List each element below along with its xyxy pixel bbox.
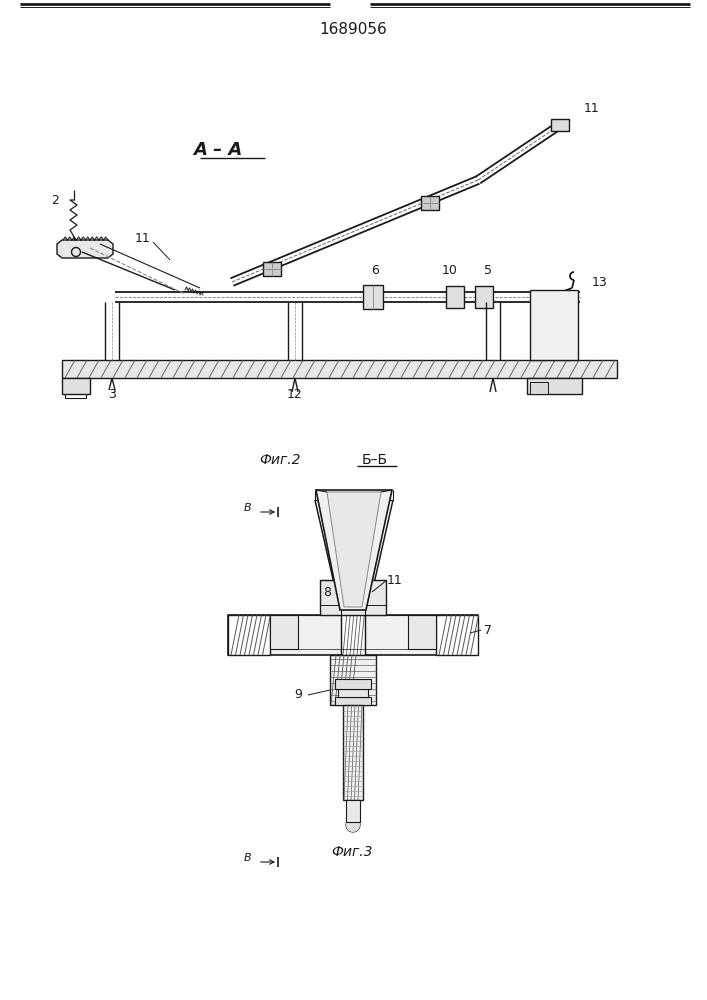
Polygon shape — [316, 490, 392, 610]
Text: 11: 11 — [135, 232, 151, 244]
Bar — [530, 382, 548, 394]
Text: 10: 10 — [442, 263, 458, 276]
Text: В: В — [244, 503, 252, 513]
Bar — [62, 378, 90, 394]
Polygon shape — [327, 492, 381, 607]
Bar — [421, 196, 439, 210]
Text: 11: 11 — [584, 102, 600, 114]
Circle shape — [346, 818, 360, 832]
Polygon shape — [57, 240, 113, 258]
Text: 5: 5 — [484, 263, 492, 276]
Bar — [270, 615, 298, 649]
Text: 12: 12 — [287, 388, 303, 401]
Bar — [320, 580, 386, 615]
Bar — [363, 285, 383, 309]
Bar — [228, 615, 270, 655]
Bar — [343, 705, 363, 800]
Text: Фиг.2: Фиг.2 — [259, 453, 300, 467]
Text: Б–Б: Б–Б — [362, 453, 388, 467]
Bar — [341, 590, 365, 655]
Text: 9: 9 — [294, 688, 302, 702]
Text: 6: 6 — [371, 263, 379, 276]
Text: В: В — [244, 853, 252, 863]
Bar — [408, 615, 436, 649]
Bar — [263, 262, 281, 276]
Text: 8: 8 — [323, 586, 331, 599]
Text: А – А: А – А — [194, 141, 243, 159]
Bar — [551, 119, 569, 131]
Bar — [335, 679, 371, 689]
Bar — [530, 290, 578, 360]
Bar — [346, 800, 360, 822]
Text: 3: 3 — [108, 388, 116, 401]
Text: 2: 2 — [51, 194, 59, 207]
Text: Фиг.3: Фиг.3 — [332, 845, 373, 859]
Text: 13: 13 — [592, 275, 608, 288]
Text: 7: 7 — [484, 624, 492, 637]
Bar — [436, 615, 478, 655]
Bar — [338, 689, 368, 697]
Bar — [62, 360, 617, 378]
Bar — [475, 286, 493, 308]
Bar — [228, 615, 478, 655]
Bar — [527, 378, 582, 394]
Text: 11: 11 — [387, 574, 403, 586]
Bar — [335, 697, 371, 705]
Bar — [446, 286, 464, 308]
Bar — [330, 655, 376, 705]
Text: 1689056: 1689056 — [319, 22, 387, 37]
